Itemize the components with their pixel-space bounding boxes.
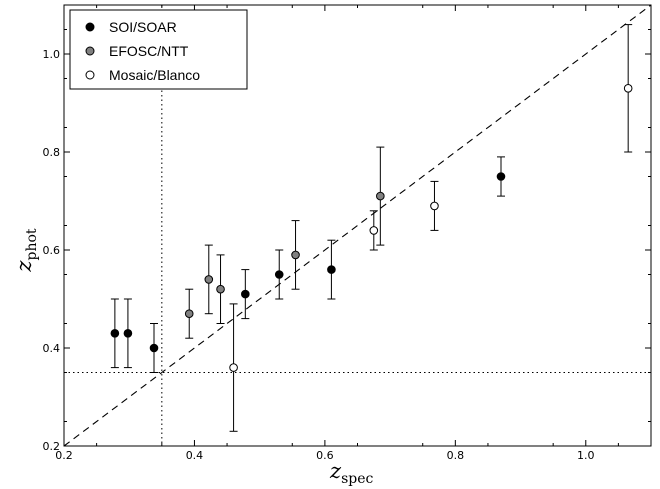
legend-marker-mosaic-blanco bbox=[85, 70, 95, 80]
y-tick-label: 0.4 bbox=[43, 342, 61, 355]
y-tick-label: 1.0 bbox=[43, 48, 61, 61]
one-to-one-line bbox=[63, 4, 652, 447]
legend-marker-soi-soar bbox=[85, 22, 95, 32]
legend-box bbox=[69, 9, 248, 90]
point-soi-soar bbox=[123, 329, 133, 338]
point-soi-soar bbox=[241, 289, 250, 299]
point-efosc-ntt bbox=[204, 275, 214, 284]
legend-label-soi-soar: SOI/SOAR bbox=[109, 19, 177, 35]
point-mosaic-blanco bbox=[430, 201, 439, 211]
point-efosc-ntt bbox=[376, 191, 385, 201]
point-soi-soar bbox=[496, 172, 506, 181]
axis-ticks: 0.2 0.4 0.6 0.8 1.0 0.2 0.4 0.6 0.8 1.0 bbox=[43, 5, 651, 462]
point-soi-soar bbox=[327, 265, 336, 274]
y-tick-label: 0.8 bbox=[43, 146, 61, 159]
point-efosc-ntt bbox=[216, 284, 225, 294]
point-efosc-ntt bbox=[291, 250, 300, 260]
point-soi-soar bbox=[149, 343, 159, 353]
legend-label-efosc-ntt: EFOSC/NTT bbox=[109, 43, 189, 59]
x-axis-label: zspec bbox=[329, 459, 374, 487]
point-mosaic-blanco bbox=[229, 363, 238, 372]
legend-label-mosaic-blanco: Mosaic/Blanco bbox=[109, 67, 200, 83]
x-tick-label: 0.6 bbox=[316, 449, 334, 462]
y-axis-label: zphot bbox=[12, 228, 40, 272]
data-points bbox=[110, 84, 633, 372]
x-tick-label: 0.2 bbox=[55, 449, 73, 462]
point-mosaic-blanco bbox=[369, 226, 379, 235]
y-tick-label: 0.2 bbox=[43, 440, 61, 453]
y-tick-label: 0.6 bbox=[43, 244, 61, 257]
point-mosaic-blanco bbox=[623, 84, 633, 93]
point-soi-soar bbox=[110, 329, 120, 338]
legend-marker-efosc-ntt bbox=[85, 46, 95, 56]
point-soi-soar bbox=[274, 270, 284, 279]
x-tick-label: 0.4 bbox=[186, 449, 204, 462]
x-tick-label: 1.0 bbox=[577, 449, 595, 462]
x-tick-label: 0.8 bbox=[447, 449, 465, 462]
point-efosc-ntt bbox=[184, 309, 194, 319]
legend: SOI/SOAR EFOSC/NTT Mosaic/Blanco bbox=[69, 9, 248, 90]
